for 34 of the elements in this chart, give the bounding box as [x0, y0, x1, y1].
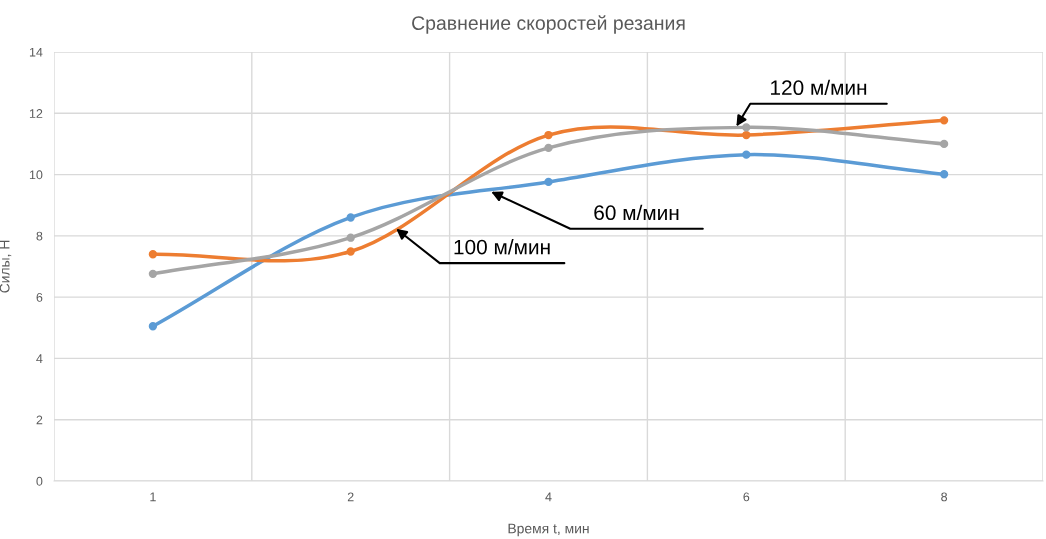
y-tick-label: 6	[36, 292, 43, 302]
x-tick-label: 6	[743, 492, 750, 502]
point	[939, 139, 949, 149]
y-tick-label: 4	[36, 354, 43, 363]
y-tick-label: 14	[29, 47, 43, 57]
y-tick-label: 0	[36, 476, 43, 486]
point	[939, 116, 949, 125]
point	[346, 213, 355, 222]
point	[148, 269, 158, 279]
y-tick-label: 8	[36, 231, 43, 241]
point	[148, 322, 158, 331]
point	[148, 250, 158, 259]
x-axis-title: Время t, мин	[508, 523, 589, 537]
point	[346, 233, 355, 242]
x-tick-label: 1	[150, 492, 156, 502]
point	[742, 123, 751, 132]
point	[742, 130, 751, 140]
point	[939, 170, 949, 179]
point	[346, 247, 355, 256]
y-tick-label: 10	[29, 170, 43, 180]
series-label: 120 м/мин	[771, 79, 867, 96]
x-tick-label: 8	[941, 492, 948, 502]
point	[544, 143, 553, 153]
x-tick-label: 4	[545, 492, 552, 502]
point	[544, 177, 553, 187]
y-axis-title: Силы, Н	[0, 240, 12, 293]
x-tick-label: 2	[347, 492, 354, 502]
point	[742, 150, 751, 159]
series-label: 100 м/мин	[454, 239, 550, 255]
chart-title: Сравнение скоростей резания	[412, 15, 685, 34]
y-tick-label: 12	[29, 109, 43, 118]
series-label: 60 м/мин	[594, 204, 679, 221]
point	[544, 130, 553, 140]
y-tick-label: 2	[36, 415, 43, 425]
